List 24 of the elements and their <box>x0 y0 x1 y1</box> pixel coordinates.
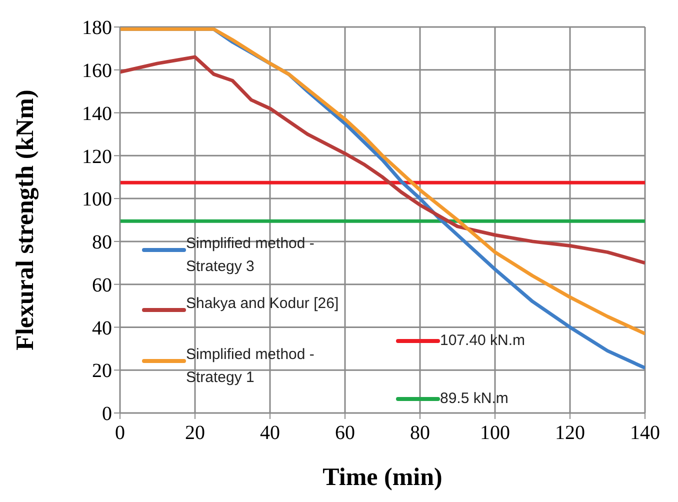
x-tick-label: 120 <box>555 422 585 444</box>
x-tick-label: 40 <box>260 422 280 444</box>
legend-label: 107.40 kN.m <box>440 332 526 349</box>
legend-label: Simplified method - Strategy 1 <box>186 345 316 388</box>
x-tick-label: 80 <box>410 422 430 444</box>
y-tick-label: 140 <box>82 102 112 125</box>
x-tick-label: 20 <box>185 422 205 444</box>
legend-label: Shakya and Kodur [26] <box>186 294 340 314</box>
legend-label: Simplified method - Strategy 3 <box>186 234 316 277</box>
y-tick-label: 180 <box>82 17 112 40</box>
y-tick-label: 100 <box>82 188 112 211</box>
y-tick-label: 120 <box>82 146 112 168</box>
x-tick-label: 100 <box>480 422 510 444</box>
y-axis-title: Flexural strength (kNm) <box>12 90 39 350</box>
y-tick-label: 20 <box>92 360 112 382</box>
y-tick-label: 160 <box>82 60 112 82</box>
y-tick-label: 60 <box>92 274 112 296</box>
y-tick-label: 80 <box>92 232 112 254</box>
y-tick-label: 0 <box>102 403 112 426</box>
x-tick-label: 140 <box>630 422 660 444</box>
y-tick-label: 40 <box>92 317 112 340</box>
legend-label: 89.5 kN.m <box>440 390 508 407</box>
x-axis-title: Time (min) <box>322 464 444 492</box>
x-tick-label: 60 <box>335 422 355 444</box>
